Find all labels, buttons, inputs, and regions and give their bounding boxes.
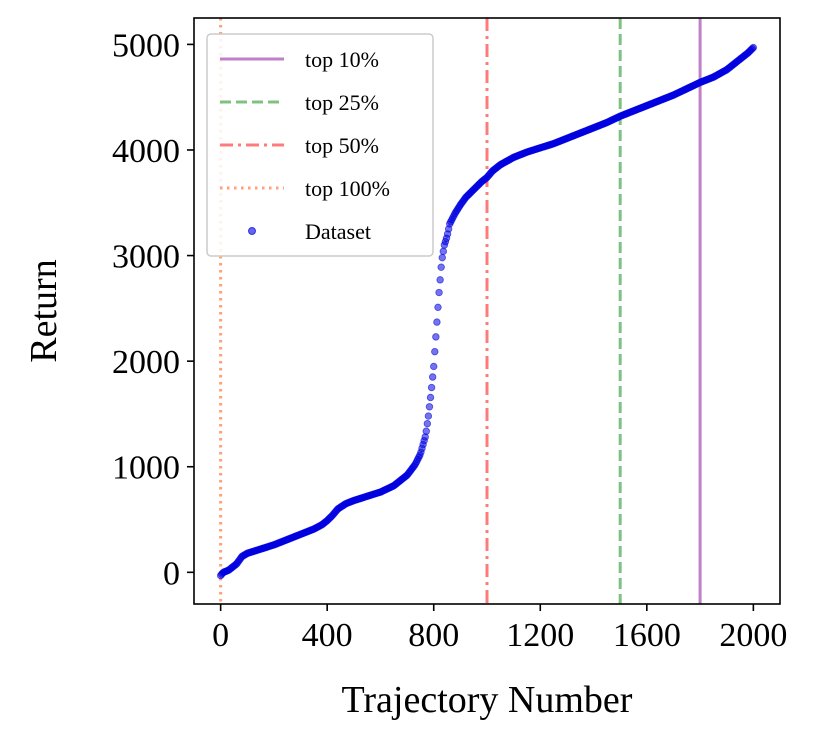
x-tick-label: 400 — [302, 617, 353, 654]
data-point — [433, 318, 441, 326]
legend-label-top-100: top 100% — [305, 176, 390, 201]
x-axis-title: Trajectory Number — [342, 679, 633, 721]
data-point — [435, 288, 443, 297]
data-point — [430, 362, 438, 371]
data-point — [425, 403, 434, 411]
data-point — [426, 393, 435, 402]
axis-ticks: 0 400 800 1200 1600 2000 0 1000 2000 3000 4000 5000 — [112, 27, 787, 654]
y-tick-label: 5000 — [112, 27, 180, 64]
y-axis-title: Return — [23, 259, 65, 362]
legend-label-top-10: top 10% — [305, 47, 379, 72]
data-point — [427, 383, 436, 392]
data-point — [437, 263, 445, 271]
legend-label-top-25: top 25% — [305, 90, 379, 115]
legend-label-dataset: Dataset — [305, 219, 371, 244]
data-point — [424, 412, 433, 420]
data-point — [438, 253, 446, 262]
x-tick-label: 0 — [212, 617, 229, 654]
data-point — [423, 419, 432, 428]
data-point — [431, 347, 439, 356]
x-tick-label: 1200 — [506, 617, 574, 654]
data-point — [749, 43, 758, 52]
axes-frame — [193, 17, 781, 605]
legend-swatch-dataset — [248, 227, 256, 235]
data-point — [436, 276, 444, 284]
data-point — [439, 247, 448, 256]
data-point — [434, 303, 442, 312]
x-tick-label: 800 — [408, 617, 459, 654]
y-tick-label: 0 — [163, 555, 180, 592]
x-tick-label: 2000 — [719, 617, 787, 654]
data-point — [428, 373, 437, 381]
x-tick-label: 1600 — [613, 617, 681, 654]
data-point — [422, 427, 430, 435]
y-tick-label: 4000 — [112, 133, 180, 170]
legend-box — [206, 33, 434, 257]
legend-label-top-50: top 50% — [305, 133, 379, 158]
plot-area — [216, 18, 758, 604]
data-point — [432, 333, 440, 341]
legend: top 10% top 25% top 50% top 100% Dataset — [206, 33, 434, 257]
y-tick-label: 3000 — [112, 239, 180, 276]
y-tick-label: 2000 — [112, 344, 180, 381]
y-tick-label: 1000 — [112, 450, 180, 487]
